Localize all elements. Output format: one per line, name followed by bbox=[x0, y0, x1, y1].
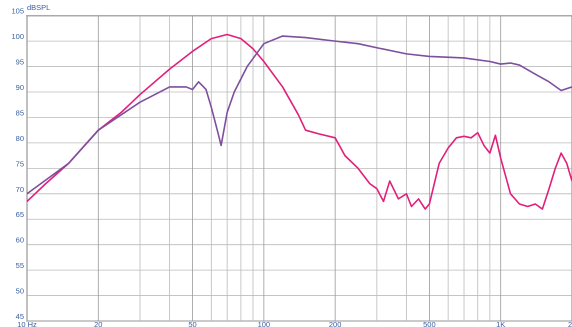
y-tick-label: 65 bbox=[16, 210, 24, 219]
y-tick-label: 95 bbox=[16, 58, 24, 67]
x-tick-label: 50 bbox=[188, 320, 196, 327]
y-tick-label: 75 bbox=[16, 159, 24, 168]
y-tick-label: 55 bbox=[16, 261, 24, 270]
x-tick-label: 200 bbox=[329, 320, 342, 327]
y-tick-label: 60 bbox=[16, 236, 24, 245]
x-tick-label: 20 bbox=[94, 320, 102, 327]
y-tick-label: 105 bbox=[11, 7, 24, 16]
x-tick-label: 1K bbox=[496, 320, 505, 327]
y-axis-label: dBSPL bbox=[27, 3, 50, 12]
y-tick-label: 45 bbox=[16, 312, 24, 321]
x-tick-label: 100 bbox=[258, 320, 271, 327]
x-tick-label: 10 Hz bbox=[17, 320, 37, 327]
series-line bbox=[26, 35, 572, 195]
x-tick-label: 2k bbox=[568, 320, 572, 327]
y-tick-label: 70 bbox=[16, 185, 24, 194]
y-tick-label: 85 bbox=[16, 108, 24, 117]
y-tick-label: 50 bbox=[16, 287, 24, 296]
series-line bbox=[26, 33, 572, 210]
y-tick-label: 80 bbox=[16, 134, 24, 143]
x-tick-label: 500 bbox=[423, 320, 436, 327]
y-tick-label: 90 bbox=[16, 83, 24, 92]
y-tick-label: 100 bbox=[11, 32, 24, 41]
